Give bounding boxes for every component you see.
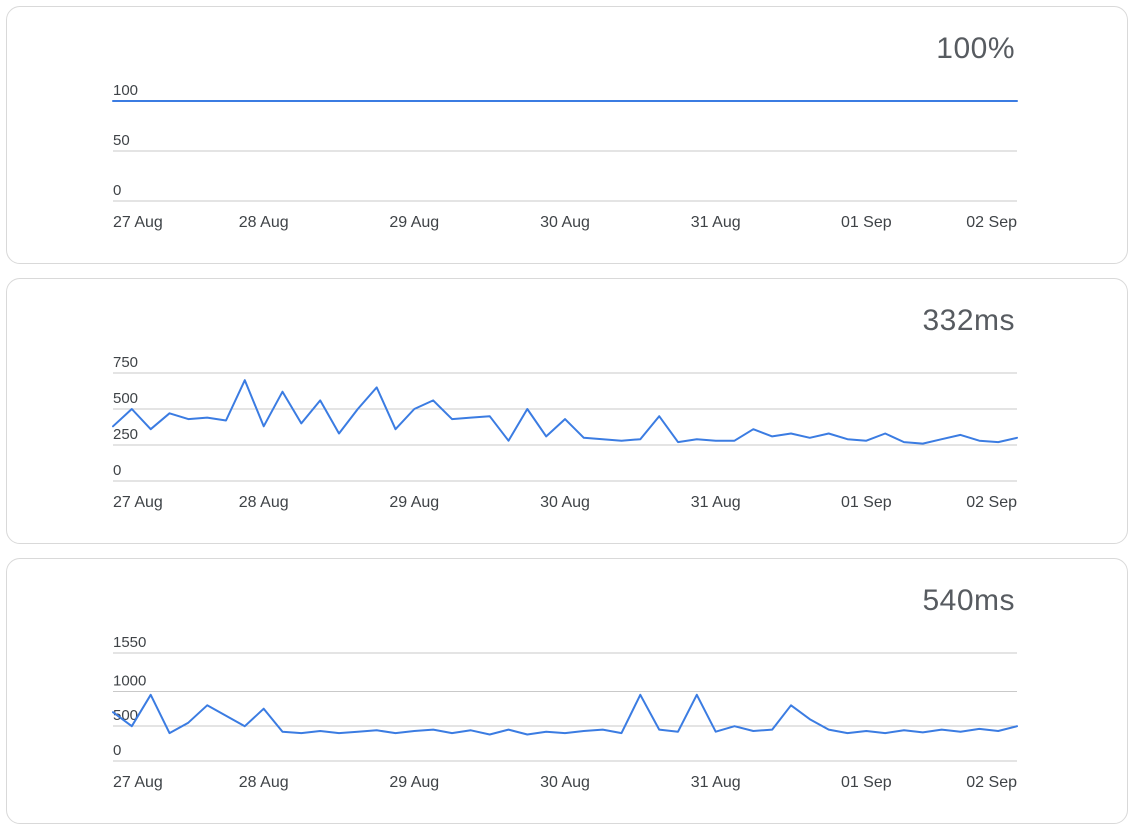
svg-text:0: 0 bbox=[113, 742, 121, 759]
svg-text:100: 100 bbox=[113, 82, 138, 99]
svg-text:0: 0 bbox=[113, 182, 121, 199]
svg-text:500: 500 bbox=[113, 390, 138, 407]
svg-text:31 Aug: 31 Aug bbox=[691, 774, 741, 791]
svg-text:28 Aug: 28 Aug bbox=[239, 214, 289, 231]
metric-response-time-1: 332ms bbox=[922, 304, 1015, 337]
panel-uptime: 100% 0 50 100 27 Aug 28 Aug 29 Aug 30 Aug 31 Au… bbox=[6, 6, 1128, 264]
svg-text:29 Aug: 29 Aug bbox=[389, 774, 439, 791]
svg-text:30 Aug: 30 Aug bbox=[540, 774, 590, 791]
svg-text:750: 750 bbox=[113, 354, 138, 371]
metric-response-time-2: 540ms bbox=[922, 584, 1015, 617]
svg-text:27 Aug: 27 Aug bbox=[113, 494, 163, 511]
svg-text:1550: 1550 bbox=[113, 634, 146, 651]
svg-text:31 Aug: 31 Aug bbox=[691, 494, 741, 511]
svg-text:01 Sep: 01 Sep bbox=[841, 214, 892, 231]
svg-text:02 Sep: 02 Sep bbox=[966, 774, 1017, 791]
svg-text:28 Aug: 28 Aug bbox=[239, 774, 289, 791]
response-time-line-chart-2: 0 500 1000 1550 27 Aug 28 Aug 29 Aug 30 Aug 31 A… bbox=[112, 634, 1018, 791]
svg-text:30 Aug: 30 Aug bbox=[540, 214, 590, 231]
svg-text:1000: 1000 bbox=[113, 672, 146, 689]
panel-response-time-1: 332ms 0 250 500 750 27 Aug 28 Aug 29 Aug 30 Aug… bbox=[6, 278, 1128, 544]
svg-text:28 Aug: 28 Aug bbox=[239, 494, 289, 511]
svg-text:29 Aug: 29 Aug bbox=[389, 214, 439, 231]
svg-text:27 Aug: 27 Aug bbox=[113, 214, 163, 231]
svg-text:01 Sep: 01 Sep bbox=[841, 494, 892, 511]
svg-text:500: 500 bbox=[113, 707, 138, 724]
svg-text:02 Sep: 02 Sep bbox=[966, 214, 1017, 231]
svg-text:01 Sep: 01 Sep bbox=[841, 774, 892, 791]
svg-text:29 Aug: 29 Aug bbox=[389, 494, 439, 511]
panel-response-time-2: 540ms 0 500 1000 1550 27 Aug 28 Aug 29 Aug 30 A… bbox=[6, 558, 1128, 824]
svg-text:27 Aug: 27 Aug bbox=[113, 774, 163, 791]
svg-text:02 Sep: 02 Sep bbox=[966, 494, 1017, 511]
svg-text:30 Aug: 30 Aug bbox=[540, 494, 590, 511]
svg-text:50: 50 bbox=[113, 132, 130, 149]
svg-text:31 Aug: 31 Aug bbox=[691, 214, 741, 231]
uptime-line-chart: 0 50 100 27 Aug 28 Aug 29 Aug 30 Aug 31 Aug 01 S… bbox=[112, 82, 1018, 231]
response-time-line-chart-1: 0 250 500 750 27 Aug 28 Aug 29 Aug 30 Aug 31 Aug… bbox=[112, 354, 1018, 511]
svg-text:250: 250 bbox=[113, 426, 138, 443]
metric-uptime: 100% bbox=[936, 32, 1015, 65]
svg-text:0: 0 bbox=[113, 462, 121, 479]
